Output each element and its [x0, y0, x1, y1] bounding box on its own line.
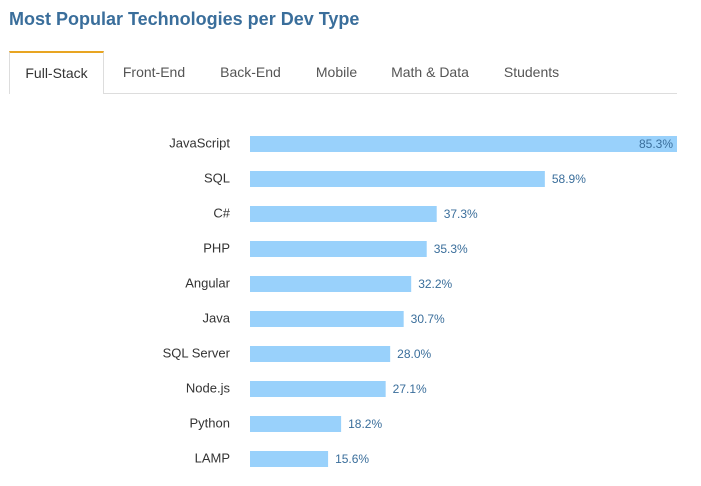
tab-front-end[interactable]: Front-End	[122, 64, 186, 80]
bar-c[interactable]	[250, 206, 437, 222]
category-label-c: C#	[213, 205, 230, 220]
chart-title: Most Popular Technologies per Dev Type	[9, 9, 360, 29]
value-label-c: 37.3%	[444, 207, 478, 221]
tab-mobile[interactable]: Mobile	[315, 64, 358, 80]
category-label-php: PHP	[203, 240, 230, 255]
value-label-python: 18.2%	[348, 417, 382, 431]
value-label-php: 35.3%	[434, 242, 468, 256]
category-label-lamp: LAMP	[195, 450, 230, 465]
value-label-java: 30.7%	[411, 312, 445, 326]
category-label-java: Java	[203, 310, 231, 325]
bar-python[interactable]	[250, 416, 342, 432]
bar-sql-server[interactable]	[250, 346, 391, 362]
category-label-angular: Angular	[185, 275, 230, 290]
bar-angular[interactable]	[250, 276, 412, 292]
bar-javascript[interactable]	[250, 136, 677, 152]
value-label-sql: 58.9%	[552, 172, 586, 186]
category-label-sql: SQL	[204, 170, 230, 185]
value-label-sql-server: 28.0%	[397, 347, 431, 361]
value-label-node-js: 27.1%	[393, 382, 427, 396]
category-label-sql-server: SQL Server	[163, 345, 231, 360]
value-label-lamp: 15.6%	[335, 452, 369, 466]
bar-sql[interactable]	[250, 171, 545, 187]
tab-math-data[interactable]: Math & Data	[391, 64, 469, 80]
bar-lamp[interactable]	[250, 451, 329, 467]
bar-java[interactable]	[250, 311, 404, 327]
tab-students[interactable]: Students	[503, 64, 560, 80]
category-label-node-js: Node.js	[186, 380, 231, 395]
value-label-angular: 32.2%	[418, 277, 452, 291]
dev-type-tabs: Full-Stack Front-End Back-End Mobile Mat…	[9, 51, 677, 94]
bar-chart: JavaScript 85.3% SQL 58.9% C# 37.3% PHP 35.3% An…	[163, 135, 677, 467]
category-label-python: Python	[190, 415, 230, 430]
category-label-javascript: JavaScript	[169, 135, 230, 150]
bar-php[interactable]	[250, 241, 427, 257]
value-label-javascript: 85.3%	[639, 137, 673, 151]
tab-full-stack[interactable]: Full-Stack	[9, 51, 104, 94]
tab-back-end[interactable]: Back-End	[220, 64, 281, 80]
bar-node-js[interactable]	[250, 381, 386, 397]
